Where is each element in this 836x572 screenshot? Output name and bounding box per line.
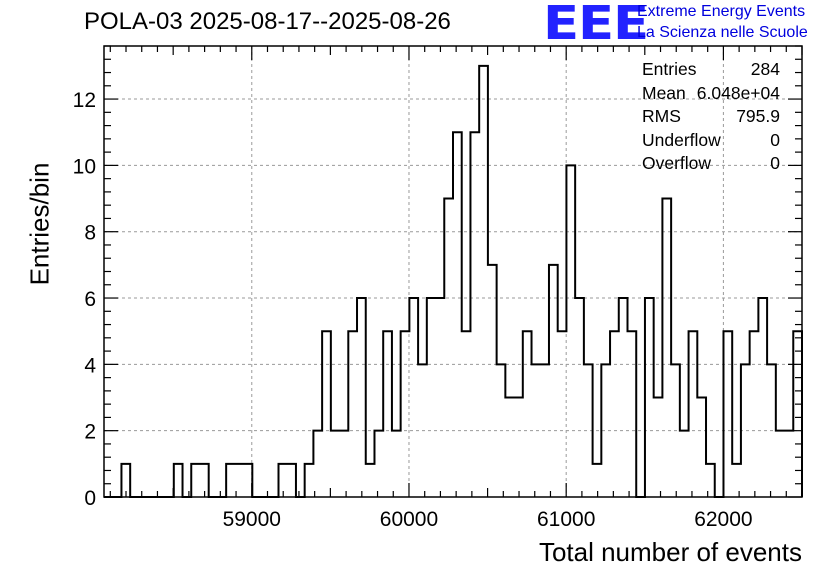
x-tick-label: 61000 xyxy=(537,508,595,531)
stat-value: 6.048e+04 xyxy=(696,82,780,103)
eee-logo: EEE xyxy=(543,0,649,50)
stat-name: RMS xyxy=(642,106,681,126)
x-tick-label: 62000 xyxy=(694,508,752,531)
logo-line1: Extreme Energy Events xyxy=(637,3,806,20)
y-tick-label: 10 xyxy=(73,155,96,178)
y-tick-label: 6 xyxy=(84,288,96,311)
stat-row-mean: Mean 6.048e+04 xyxy=(642,82,780,106)
stat-row-overflow: Overflow 0 xyxy=(642,152,780,176)
stat-name: Entries xyxy=(642,59,697,79)
stat-name: Mean xyxy=(642,82,686,103)
y-axis-label: Entries/bin xyxy=(24,162,55,286)
stat-value: 795.9 xyxy=(736,106,780,126)
y-tick-label: 2 xyxy=(84,421,96,444)
x-tick-label: 60000 xyxy=(380,508,438,531)
x-axis-ticks: 59000 60000 61000 62000 xyxy=(109,46,803,531)
stat-row-entries: Entries 284 xyxy=(642,58,780,82)
x-tick-label: 59000 xyxy=(223,508,281,531)
y-tick-label: 4 xyxy=(84,354,96,377)
y-axis-ticks: 0 2 4 6 8 10 12 xyxy=(73,45,802,510)
stat-value: 0 xyxy=(770,153,780,173)
logo-line2: La Scienza nelle Scuole xyxy=(637,24,808,41)
stat-value: 284 xyxy=(750,59,780,79)
stat-name: Overflow xyxy=(642,153,712,173)
stat-value: 0 xyxy=(770,129,780,150)
y-tick-label: 8 xyxy=(84,222,96,245)
stats-box: Entries 284 Mean 6.048e+04 RMS 795.9 Und… xyxy=(642,58,780,176)
stat-name: Underflow xyxy=(642,129,721,150)
y-tick-label: 0 xyxy=(84,487,96,510)
x-axis-label: Total number of events xyxy=(538,537,802,567)
histogram-line xyxy=(104,64,803,498)
chart-title: POLA-03 2025-08-17--2025-08-26 xyxy=(84,8,451,35)
y-tick-label: 12 xyxy=(73,89,96,112)
stat-row-rms: RMS 795.9 xyxy=(642,105,780,129)
stat-row-underflow: Underflow 0 xyxy=(642,129,780,153)
